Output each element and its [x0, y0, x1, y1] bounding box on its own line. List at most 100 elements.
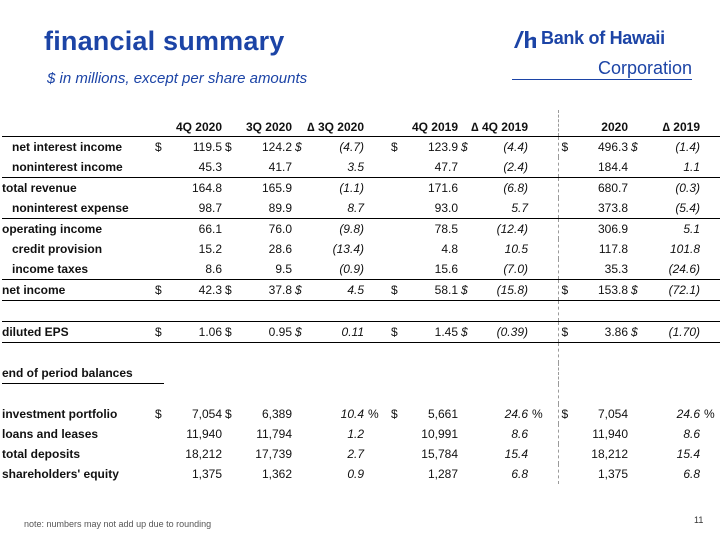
column-header: 2020 — [570, 110, 628, 137]
table-row: shareholders' equity 1,375 1,362 0.9 1,2… — [2, 464, 720, 484]
row-label: net interest income — [12, 140, 123, 154]
row-label: credit provision — [12, 242, 103, 256]
table-header-row: 4Q 2020 3Q 2020 ∆ 3Q 2020 4Q 2019 ∆ 4Q 2… — [2, 110, 720, 137]
change-cell: 8.6 — [511, 427, 528, 441]
row-label: investment portfolio — [2, 407, 118, 421]
change-cell: (1.70) — [640, 321, 700, 343]
table-cell: 7,054 — [191, 407, 222, 421]
currency-symbol: $ — [558, 321, 570, 343]
currency-symbol: $ — [225, 140, 232, 154]
table-row: total revenue 164.8 165.9 (1.1) 171.6 (6… — [2, 177, 720, 198]
currency-symbol: $ — [155, 407, 162, 421]
table-cell: 184.4 — [570, 157, 628, 178]
currency-symbol: $ — [561, 407, 569, 421]
bank-logo-icon — [514, 31, 536, 48]
table-cell: 18,212 — [591, 447, 628, 461]
column-header: 3Q 2020 — [234, 110, 292, 137]
page-title: financial summary — [44, 26, 285, 56]
table-cell: 35.3 — [570, 259, 628, 280]
currency-symbol: $ — [458, 321, 470, 343]
currency-symbol: $ — [388, 321, 400, 343]
currency-symbol: $ — [561, 140, 569, 154]
table-cell: 496.3 — [597, 140, 628, 154]
column-header: ∆ 2019 — [640, 110, 700, 137]
currency-symbol: $ — [388, 279, 400, 301]
table-cell: 123.9 — [427, 140, 458, 154]
table-row: net income $ 42.3 $ 37.8 $ 4.5 $ 58.1 $ … — [2, 279, 720, 301]
table-cell: 17,739 — [255, 447, 292, 461]
row-label: noninterest income — [2, 157, 152, 178]
table-cell: 78.5 — [434, 222, 458, 236]
table-cell: 7,054 — [597, 407, 628, 421]
table-cell: 164.8 — [191, 181, 222, 195]
change-cell: 8.7 — [304, 198, 364, 219]
change-cell: (13.4) — [332, 242, 364, 256]
change-cell: (5.4) — [640, 198, 700, 219]
currency-symbol: $ — [152, 279, 164, 301]
table-cell: 9.5 — [234, 259, 292, 280]
currency-symbol: $ — [458, 279, 470, 301]
change-cell: 101.8 — [669, 242, 700, 256]
bank-logo: Bank of Hawaii Corporation — [512, 26, 692, 80]
row-label: shareholders' equity — [2, 467, 119, 481]
row-label: total deposits — [2, 447, 81, 461]
spacer-row — [2, 342, 720, 363]
table-cell: 15,784 — [421, 447, 458, 461]
currency-symbol: $ — [461, 140, 468, 154]
page-number: 11 — [694, 515, 704, 525]
table-cell: 165.9 — [261, 181, 292, 195]
table-cell: 306.9 — [597, 222, 628, 236]
page-subtitle: $ in millions, except per share amounts — [47, 70, 308, 87]
table-cell: 58.1 — [400, 279, 458, 301]
table-cell: 93.0 — [400, 198, 458, 219]
table-row: credit provision 15.2 28.6 (13.4) 4.8 10… — [2, 239, 720, 259]
change-cell: 10.5 — [504, 242, 528, 256]
table-cell: 1,375 — [191, 467, 222, 481]
row-label: total revenue — [2, 181, 77, 195]
row-label: loans and leases — [2, 427, 99, 441]
change-cell: (72.1) — [640, 279, 700, 301]
table-cell: 0.95 — [234, 321, 292, 343]
table-cell: 1.45 — [400, 321, 458, 343]
table-cell: 1.06 — [164, 321, 222, 343]
change-cell: (0.39) — [470, 321, 528, 343]
table-cell: 89.9 — [234, 198, 292, 219]
change-cell: 3.5 — [304, 157, 364, 178]
section-header: end of period balances — [2, 363, 164, 384]
table-cell: 28.6 — [268, 242, 292, 256]
table-cell: 15.6 — [400, 259, 458, 280]
table-cell: 11,940 — [592, 427, 628, 441]
table-cell: 18,212 — [185, 447, 222, 461]
currency-symbol: $ — [391, 140, 398, 154]
currency-symbol: $ — [225, 407, 232, 421]
spacer-row — [2, 300, 720, 322]
table-cell: 11,940 — [186, 427, 222, 441]
change-cell: 10.4 — [340, 407, 364, 421]
table-cell: 5,661 — [427, 407, 458, 421]
table-cell: 373.8 — [570, 198, 628, 219]
table-cell: 98.7 — [164, 198, 222, 219]
table-cell: 37.8 — [234, 279, 292, 301]
bank-logo-name: Bank of Hawaii — [541, 28, 665, 48]
table-cell: 1,375 — [597, 467, 628, 481]
footnote: note: numbers may not add up due to roun… — [24, 519, 212, 529]
currency-symbol: $ — [391, 407, 398, 421]
change-cell: 6.8 — [683, 467, 700, 481]
change-cell: (6.8) — [503, 181, 528, 195]
change-cell: 6.8 — [511, 467, 528, 481]
row-label: diluted EPS — [2, 321, 152, 343]
change-cell: (9.8) — [339, 222, 364, 236]
change-cell: 4.5 — [304, 279, 364, 301]
column-header: ∆ 3Q 2020 — [304, 110, 364, 137]
currency-symbol: $ — [155, 140, 162, 154]
row-label: income taxes — [2, 259, 152, 280]
table-cell: 117.8 — [598, 242, 628, 256]
column-header: 4Q 2020 — [164, 110, 222, 137]
change-cell: 8.6 — [683, 427, 700, 441]
change-cell: 5.1 — [683, 222, 700, 236]
bank-logo-corporation: Corporation — [598, 58, 693, 78]
change-cell: 15.4 — [676, 447, 700, 461]
change-cell: (12.4) — [496, 222, 528, 236]
table-cell: 171.6 — [427, 181, 458, 195]
currency-symbol: $ — [558, 279, 570, 301]
